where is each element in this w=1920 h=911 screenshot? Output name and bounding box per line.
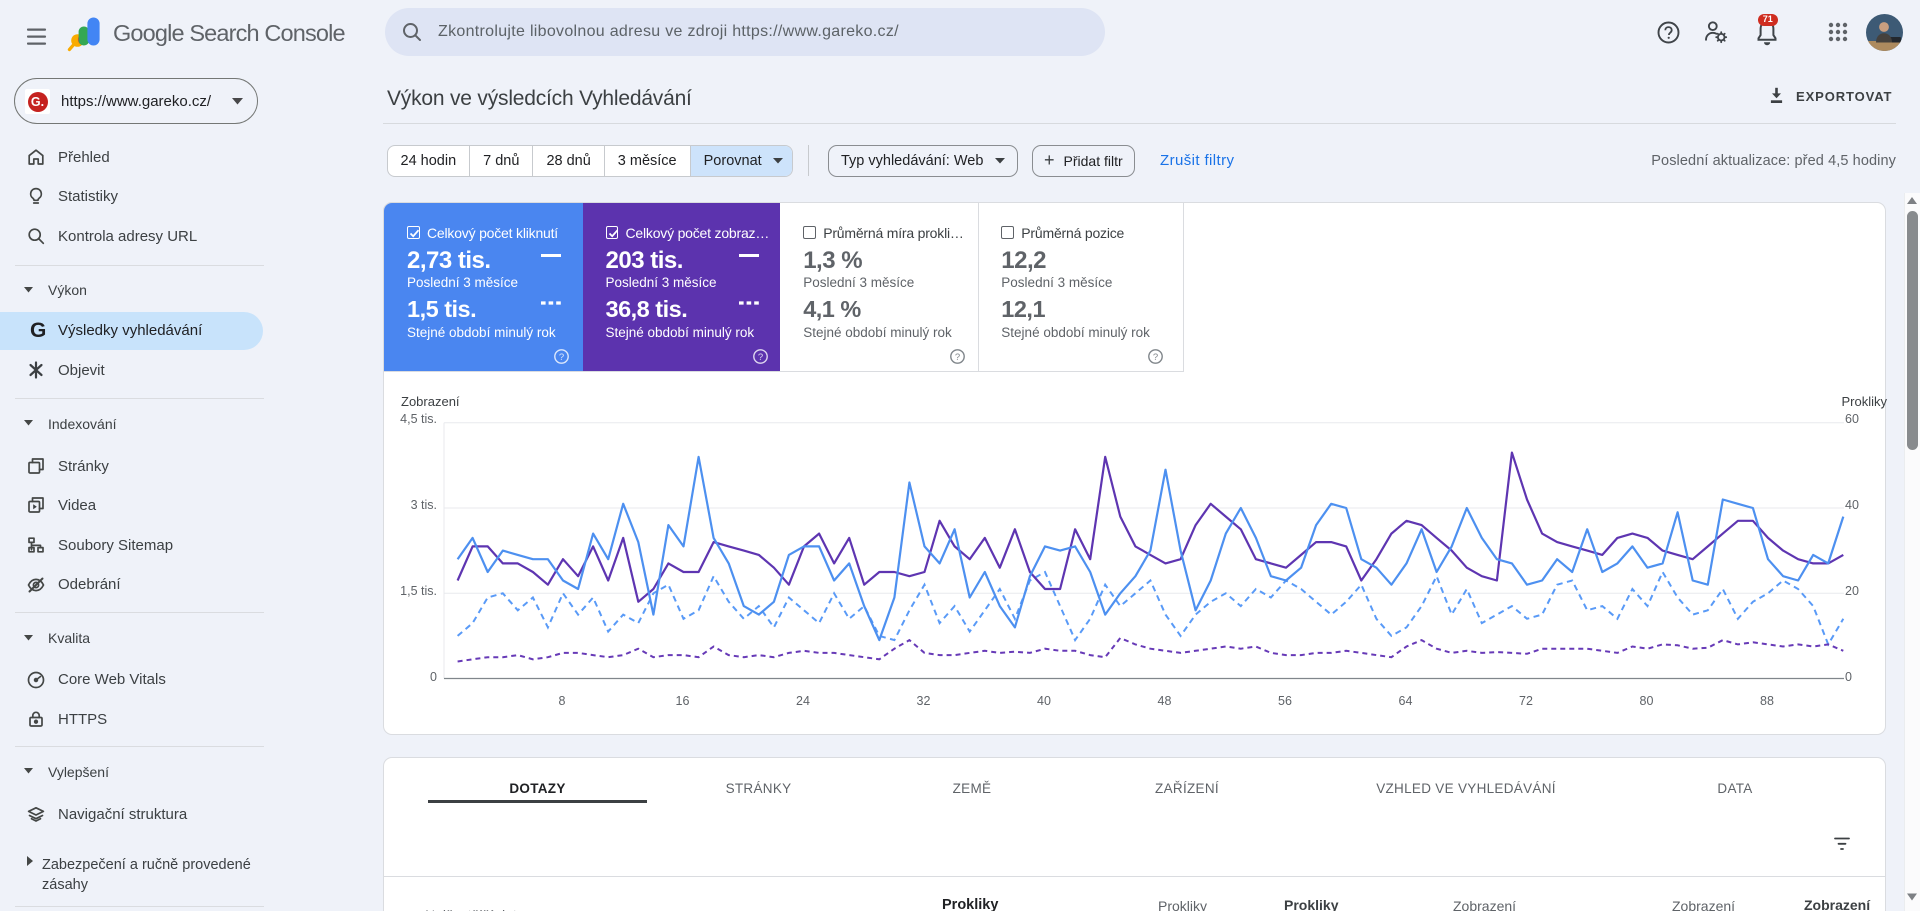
svg-text:?: ? [757, 352, 762, 363]
svg-text:?: ? [559, 352, 564, 363]
svg-text:?: ? [955, 352, 960, 363]
svg-text:?: ? [1153, 352, 1158, 363]
